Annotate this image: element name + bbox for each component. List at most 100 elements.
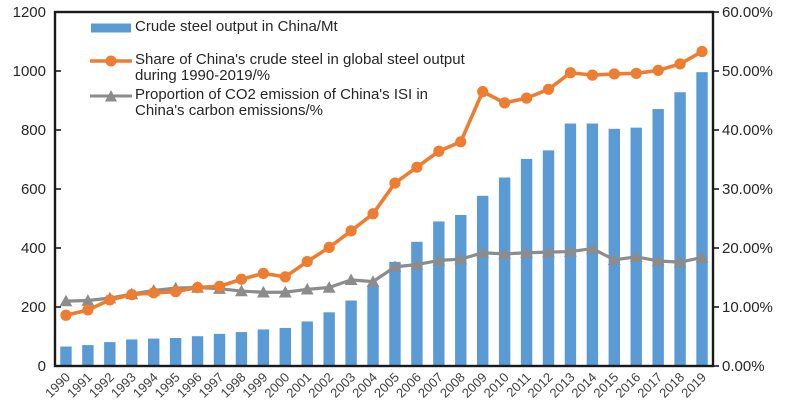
co2-proportion-point-2017	[651, 254, 665, 267]
global-share-point-1992	[104, 294, 116, 306]
bar-2018	[674, 92, 686, 366]
x-label-2019: 2019	[678, 370, 709, 401]
global-share-point-2005	[389, 177, 401, 189]
global-share-point-1998	[235, 273, 248, 285]
global-share-point-2007	[433, 145, 445, 157]
co2-proportion-point-2016	[629, 250, 643, 263]
y-left-label-400: 400	[21, 240, 46, 257]
global-share-point-1991	[82, 304, 94, 316]
global-share-point-1995	[170, 286, 182, 298]
bar-2012	[542, 150, 555, 365]
bar-2005	[389, 261, 401, 365]
co2-proportion-point-2002	[322, 281, 336, 293]
co2-proportion-point-1999	[256, 285, 270, 298]
bar-1993	[126, 339, 138, 365]
bar-2004	[367, 285, 379, 365]
global-share-point-2018	[674, 58, 686, 70]
y-left-label-200: 200	[21, 299, 46, 316]
bar-swatch-icon	[91, 23, 131, 33]
co2-proportion-point-2019	[695, 251, 709, 263]
bar-1994	[148, 338, 160, 365]
co2-proportion-point-2003	[344, 273, 358, 286]
global-share-point-2016	[630, 67, 642, 79]
global-share-point-2015	[608, 68, 620, 80]
global-share-point-2012	[542, 83, 555, 95]
line-triangle-swatch-icon	[90, 90, 132, 102]
global-share-point-2003	[345, 225, 357, 237]
legend-label-steel-output: Crude steel output in China/Mt	[135, 18, 338, 35]
legend-item-steel-output: Crude steel output in China/Mt	[90, 19, 470, 35]
global-share-point-1993	[126, 289, 138, 301]
co2-proportion-point-2014	[585, 242, 599, 254]
bar-1999	[257, 329, 270, 365]
global-share-point-1990	[60, 309, 72, 321]
global-share-point-2010	[499, 97, 511, 109]
bar-2010	[498, 177, 511, 365]
bar-1992	[104, 342, 116, 365]
line-circle-swatch-icon	[90, 55, 132, 67]
co2-proportion-point-2018	[673, 255, 687, 268]
co2-proportion-point-2008	[454, 252, 468, 265]
bar-1990	[60, 346, 72, 365]
co2-proportion-point-2000	[278, 285, 292, 298]
co2-proportion-point-2011	[520, 246, 533, 258]
bar-2002	[323, 312, 335, 365]
y-right-label-60.00%: 60.00%	[722, 4, 773, 21]
co2-proportion-point-2007	[432, 253, 446, 266]
co2-proportion-point-1991	[81, 294, 95, 306]
bar-2009	[477, 195, 489, 365]
y-left-label-1200: 1200	[13, 4, 46, 21]
co2-proportion-point-2005	[388, 260, 402, 273]
bar-2011	[520, 158, 533, 365]
y-left-label-600: 600	[21, 181, 46, 198]
global-share-point-1996	[191, 281, 204, 294]
co2-proportion-point-1990	[59, 294, 73, 307]
global-share-point-2014	[586, 69, 598, 81]
global-share-point-2001	[301, 255, 313, 268]
co2-proportion-point-2013	[564, 245, 577, 257]
global-share-point-2009	[477, 86, 489, 98]
y-right-label-20.00%: 20.00%	[722, 240, 773, 257]
global-share-point-2013	[564, 67, 577, 79]
legend-item-global-share: Share of China's crude steel in global s…	[90, 52, 470, 84]
y-left-label-1000: 1000	[13, 63, 46, 80]
global-share-point-2011	[520, 92, 533, 104]
global-share-point-1997	[213, 280, 226, 292]
co2-proportion-point-2004	[366, 275, 380, 287]
bar-2001	[301, 321, 313, 365]
bar-2008	[455, 214, 467, 365]
co2-proportion-point-2010	[498, 247, 512, 260]
bar-1998	[235, 332, 248, 365]
global-share-point-2004	[367, 208, 379, 220]
y-right-label-10.00%: 10.00%	[722, 299, 773, 316]
bar-2003	[345, 300, 357, 365]
bar-1995	[169, 337, 182, 365]
bar-2017	[652, 109, 664, 366]
y-left-label-800: 800	[21, 122, 46, 139]
bar-2016	[630, 127, 642, 365]
bar-2007	[433, 221, 445, 365]
bar-2015	[608, 128, 620, 365]
global-share-point-2000	[279, 271, 291, 283]
global-share-point-2002	[323, 241, 335, 254]
legend-label-co2-proportion: Proportion of CO2 emission of China's IS…	[135, 86, 428, 119]
global-share-point-2006	[411, 161, 423, 173]
bar-1997	[213, 333, 226, 365]
co2-proportion-point-2012	[542, 245, 555, 258]
global-share-point-2019	[696, 45, 708, 58]
legend: Crude steel output in China/Mt Share of …	[90, 19, 470, 119]
co2-proportion-point-2001	[300, 282, 314, 295]
global-share-point-2008	[455, 136, 467, 148]
legend-label-global-share: Share of China's crude steel in global s…	[135, 51, 465, 84]
y-left-label-0: 0	[38, 358, 46, 375]
y-right-label-50.00%: 50.00%	[722, 63, 773, 80]
co2-proportion-point-2015	[607, 253, 621, 265]
y-right-label-30.00%: 30.00%	[722, 181, 773, 198]
bar-1991	[82, 345, 94, 365]
bar-1996	[191, 336, 204, 365]
co2-proportion-point-2009	[476, 246, 490, 258]
y-right-label-0.00%: 0.00%	[722, 358, 765, 375]
legend-item-co2-proportion: Proportion of CO2 emission of China's IS…	[90, 87, 470, 119]
